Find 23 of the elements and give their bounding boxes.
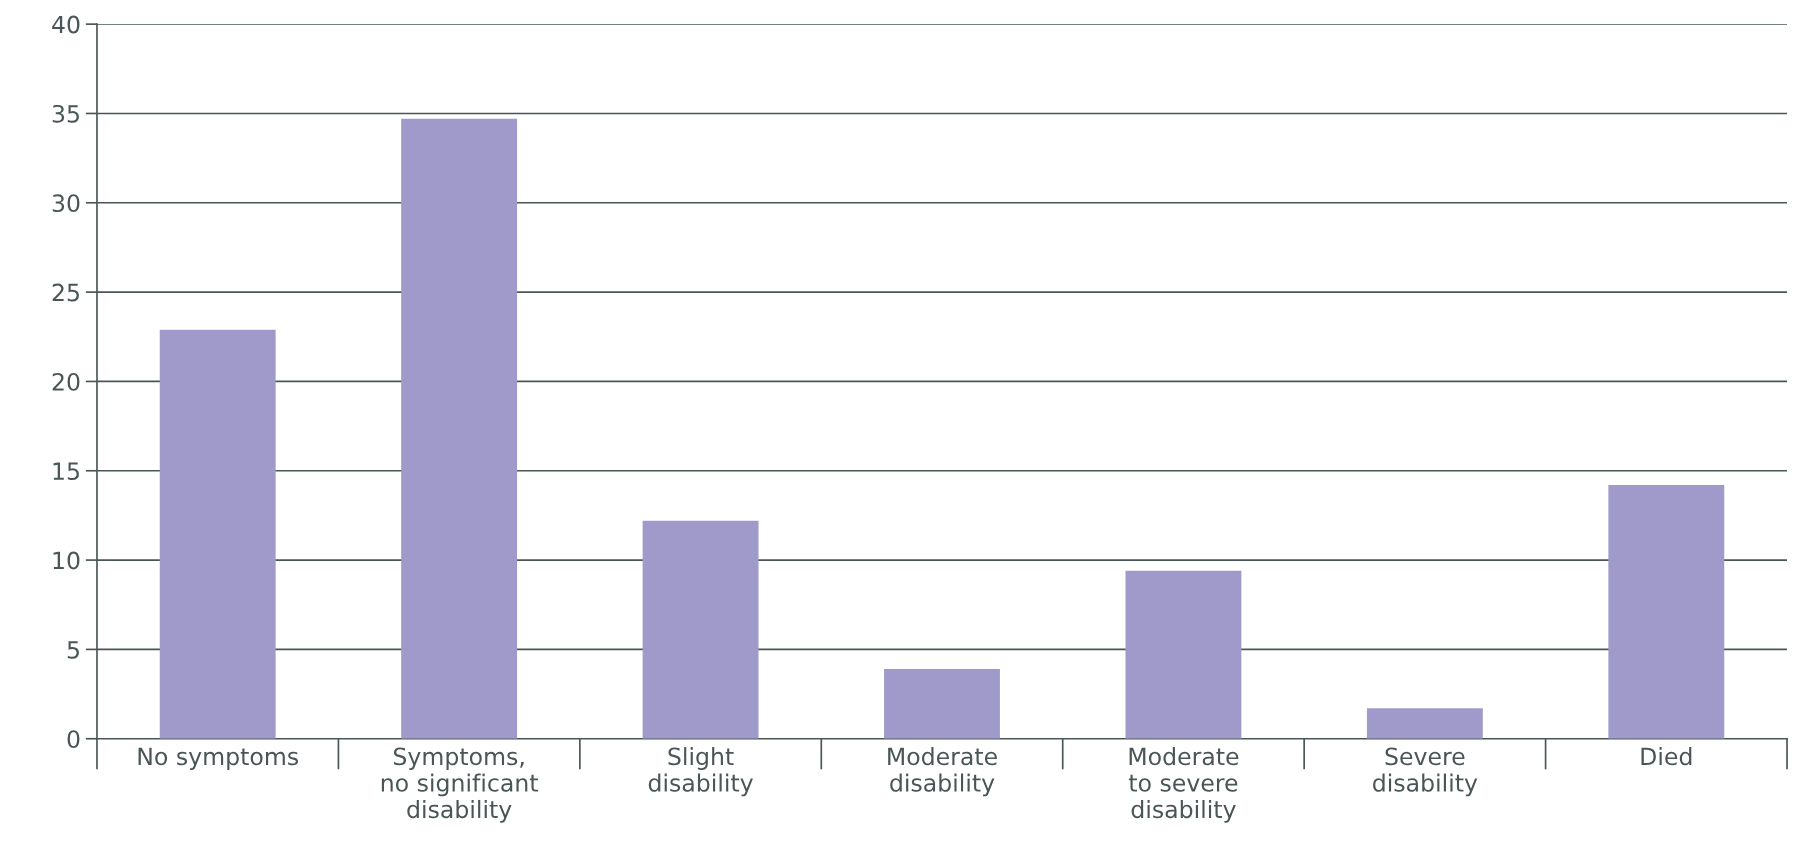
x-tick-label: No symptoms: [138, 747, 298, 770]
x-tick-label: Moderate to severe disability: [1128, 747, 1239, 823]
x-tick-label: Moderate disability: [888, 747, 997, 797]
bar: [1608, 485, 1725, 739]
y-tick-label: 10: [53, 551, 80, 570]
bar: [642, 520, 759, 739]
y-tick-label: 25: [52, 283, 79, 302]
y-tick-label: 20: [52, 372, 80, 391]
x-tick-label: Symptoms, no significant disability: [381, 747, 538, 823]
bar: [1125, 570, 1242, 739]
y-tick-label: 0: [67, 730, 80, 749]
bar: [159, 329, 276, 739]
bar: [1366, 708, 1483, 739]
y-tick-label: 40: [52, 15, 80, 34]
y-tick-label: 15: [53, 462, 79, 481]
y-tick-label: 30: [52, 194, 80, 213]
x-tick-label: Slight disability: [648, 747, 753, 797]
bar: [401, 118, 518, 739]
bar: [884, 669, 1000, 739]
x-tick-label: Died: [1641, 747, 1692, 766]
y-tick-label: 5: [67, 641, 79, 659]
y-tick-label: 35: [52, 104, 79, 123]
x-tick-label: Severe disability: [1373, 747, 1478, 797]
